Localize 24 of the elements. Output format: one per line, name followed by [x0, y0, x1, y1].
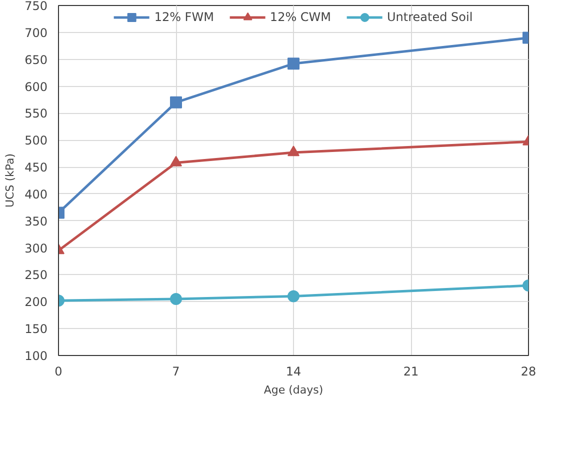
y-tick-label: 500 — [24, 134, 48, 148]
x-tick-label: 28 — [520, 364, 536, 378]
legend-label: 12% CWM — [270, 10, 332, 24]
y-tick-label: 300 — [24, 241, 48, 256]
legend-label: 12% FWM — [154, 10, 214, 24]
y-tick-label: 150 — [24, 322, 48, 336]
x-tick-label: 14 — [286, 364, 302, 378]
y-tick-label: 250 — [24, 268, 48, 282]
y-tick-label: 350 — [24, 214, 48, 228]
x-axis-title: Age (days) — [264, 384, 324, 396]
y-tick-label: 700 — [24, 26, 48, 40]
y-tick-label: 400 — [24, 187, 48, 202]
legend-label: Untreated Soil — [387, 10, 473, 24]
y-tick-label: 650 — [24, 52, 48, 67]
x-tick-label: 0 — [54, 364, 62, 378]
x-tick-label: 7 — [172, 364, 180, 378]
y-tick-label: 200 — [24, 295, 48, 310]
y-tick-label: 750 — [24, 0, 48, 13]
x-tick-label: 21 — [403, 364, 419, 378]
y-tick-label: 450 — [24, 160, 48, 175]
y-tick-label: 100 — [24, 349, 48, 363]
y-axis-title: UCS (kPa) — [4, 153, 17, 208]
y-tick-label: 600 — [24, 80, 48, 94]
y-tick-label: 550 — [24, 106, 48, 121]
